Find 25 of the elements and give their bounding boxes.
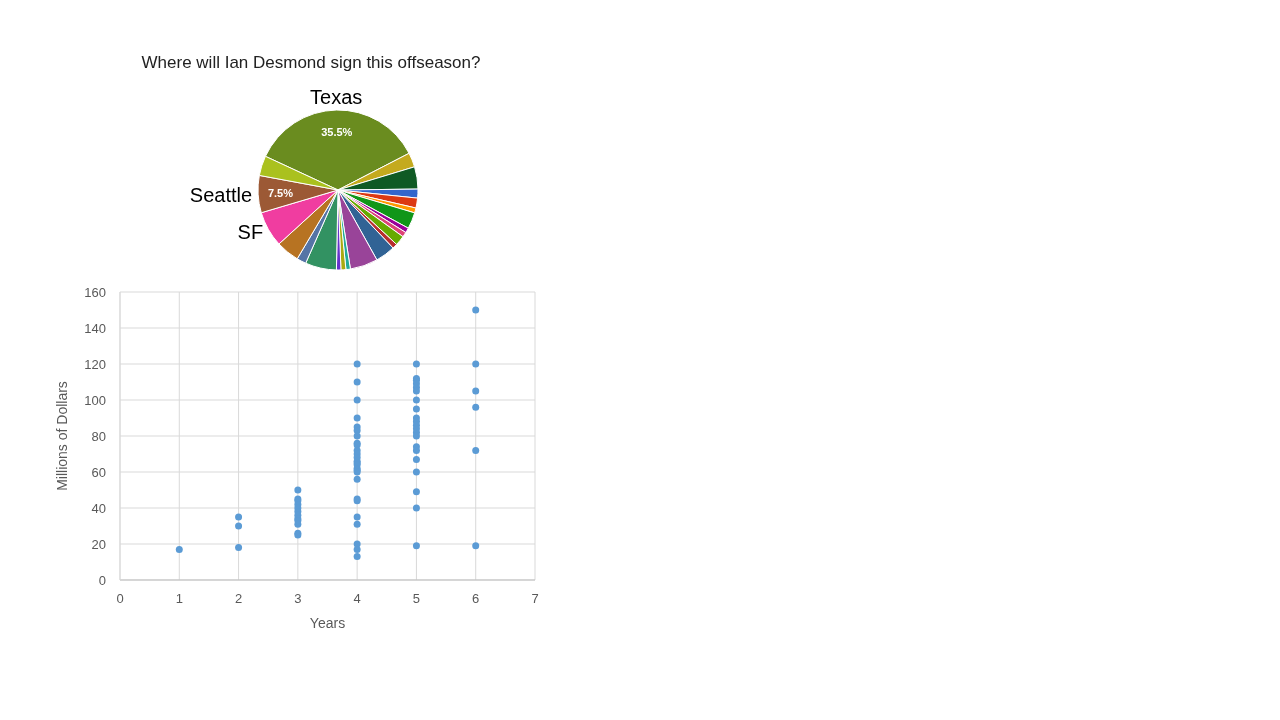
y-tick-label: 160 (84, 284, 106, 300)
x-tick-label: 1 (175, 591, 183, 607)
x-tick-label: 2 (234, 591, 243, 607)
x-axis-title: Years (309, 615, 346, 631)
x-tick-label: 4 (353, 591, 361, 607)
y-tick-label: 60 (91, 464, 106, 480)
x-tick-label: 3 (294, 591, 302, 607)
y-tick-label: 0 (98, 572, 106, 588)
data-label: 35.5% (321, 126, 353, 139)
x-tick-label: 5 (412, 591, 421, 607)
y-tick-label: 40 (91, 500, 106, 516)
x-tick-label: 6 (472, 591, 480, 607)
y-tick-label: 80 (91, 428, 106, 444)
slice-label: Texas (310, 86, 363, 109)
y-axis-title: Millions of Dollars (53, 381, 70, 491)
chart-title: Where will Ian Desmond sign this offseason? (141, 52, 481, 72)
x-tick-label: 7 (531, 591, 539, 607)
x-tick-label: 0 (116, 591, 124, 607)
slice-label: Seattle (189, 183, 253, 206)
y-tick-label: 120 (84, 356, 106, 372)
y-tick-label: 20 (91, 536, 106, 552)
slice-label: SF (237, 221, 264, 244)
y-tick-label: 140 (84, 320, 106, 336)
data-label: 7.5% (267, 187, 294, 200)
y-tick-label: 100 (84, 392, 106, 408)
